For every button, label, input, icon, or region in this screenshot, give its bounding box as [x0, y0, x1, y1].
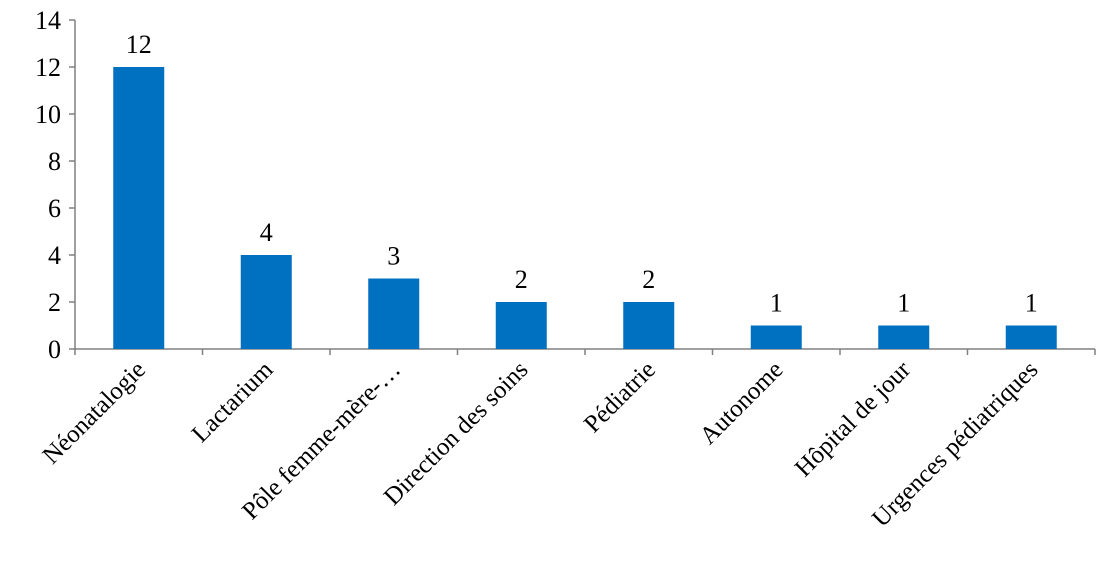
bar	[113, 67, 165, 349]
bar	[240, 255, 292, 349]
y-tick-label: 4	[48, 241, 61, 270]
bar	[750, 325, 802, 349]
y-axis: 0 2 4 6 8 10 12 14	[35, 6, 76, 364]
data-label: 2	[515, 265, 528, 294]
bar	[1005, 325, 1057, 349]
y-tick-label: 8	[48, 147, 61, 176]
data-label: 1	[897, 289, 910, 318]
y-tick-label: 10	[35, 100, 61, 129]
data-labels: 12 4 3 2 2 1 1 1	[126, 30, 1038, 318]
x-axis	[74, 348, 1096, 355]
data-label: 2	[642, 265, 655, 294]
category-label: Direction des soins	[379, 356, 534, 511]
y-tick-label: 0	[48, 335, 61, 364]
y-tick-label: 12	[35, 53, 61, 82]
y-tick-label: 2	[48, 288, 61, 317]
data-label: 12	[126, 30, 152, 59]
category-label: Lactarium	[187, 356, 279, 448]
bars	[113, 67, 1057, 349]
y-tick-label: 14	[35, 6, 61, 35]
bar	[495, 302, 547, 349]
category-label: Autonome	[695, 356, 789, 450]
bar	[623, 302, 675, 349]
data-label: 1	[770, 289, 783, 318]
bar	[878, 325, 930, 349]
category-label: Pédiatrie	[579, 356, 661, 438]
data-label: 1	[1025, 289, 1038, 318]
bar	[368, 278, 420, 349]
y-tick-label: 6	[48, 194, 61, 223]
category-label: Néonatalogie	[38, 356, 151, 469]
data-label: 3	[387, 242, 400, 271]
data-label: 4	[260, 218, 273, 247]
category-label: Hôpital de jour	[790, 356, 917, 483]
